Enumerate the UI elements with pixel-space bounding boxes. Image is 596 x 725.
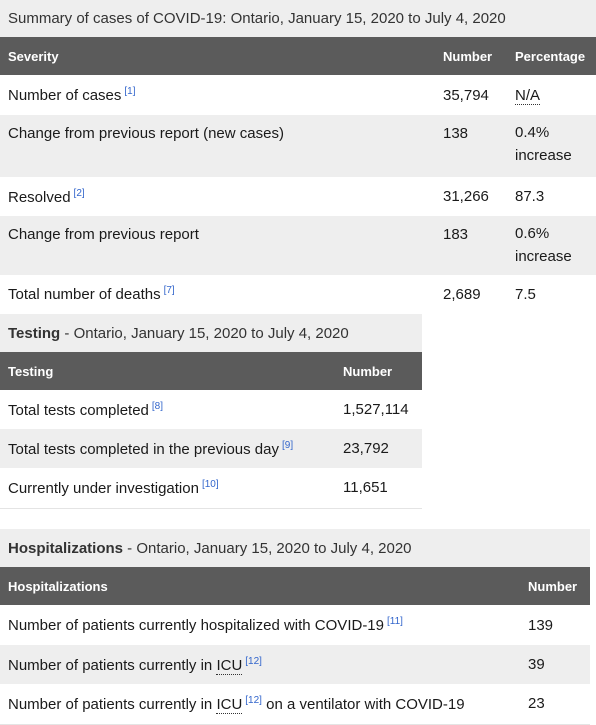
row-percentage: 0.6% increase (507, 216, 596, 275)
table-row: Currently under investigation [10] 11,651 (0, 468, 422, 508)
row-number: 11,651 (343, 479, 388, 497)
table-row: Number of patients currently in ICU [12] … (0, 684, 590, 724)
table-row: Resolved [2] 31,266 87.3 (0, 177, 596, 216)
summary-table: Severity Number Percentage Number of cas… (0, 37, 596, 313)
severity-header: Severity (0, 37, 435, 75)
summary-caption: Summary of cases of COVID-19: Ontario, J… (0, 0, 596, 37)
summary-header-row: Severity Number Percentage (0, 37, 596, 75)
hospitalizations-caption: Hospitalizations - Ontario, January 15, … (0, 529, 590, 567)
testing-caption-text: - Ontario, January 15, 2020 to July 4, 2… (60, 324, 349, 342)
number-header: Number (435, 37, 507, 75)
row-number: 39 (520, 645, 590, 684)
row-label: Total tests completed [8] (8, 400, 164, 419)
row-label: Total tests completed in the previous da… (0, 429, 335, 468)
number-header: Number (335, 352, 422, 390)
row-percentage: N/A (507, 75, 596, 115)
row-number: 23 (528, 695, 545, 713)
row-percentage: 7.5 (515, 285, 536, 303)
row-number: 139 (528, 616, 554, 634)
table-row: Change from previous report (new cases) … (0, 115, 596, 177)
table-row: Total tests completed in the previous da… (0, 429, 422, 468)
reference-link[interactable]: [9] (281, 439, 294, 451)
row-number: 1,527,114 (343, 401, 409, 418)
row-label: Resolved [2] (8, 187, 85, 206)
row-number: 2,689 (443, 285, 481, 303)
testing-caption-bold: Testing (8, 324, 61, 342)
reference-link[interactable]: [2] (73, 187, 85, 199)
row-number: 35,794 (443, 86, 489, 104)
row-label: Number of patients currently hospitalize… (8, 616, 403, 634)
summary-caption-text: Summary of cases of COVID-19: Ontario, J… (8, 10, 506, 27)
row-label: Change from previous report (0, 216, 435, 275)
row-number: 31,266 (443, 188, 489, 205)
row-label: Number of cases [1] (8, 86, 136, 104)
reference-link[interactable]: [1] (124, 86, 136, 97)
reference-link[interactable]: [12] (245, 655, 262, 667)
hospitalizations-header: Hospitalizations (0, 567, 520, 605)
table-row: Number of patients currently hospitalize… (0, 605, 590, 645)
reference-link[interactable]: [11] (387, 616, 403, 627)
row-label: Change from previous report (new cases) (0, 115, 435, 177)
percentage-header: Percentage (507, 37, 596, 75)
number-header: Number (520, 567, 590, 605)
hospitalizations-caption-text: - Ontario, January 15, 2020 to July 4, 2… (123, 539, 412, 557)
testing-header: Testing (0, 352, 335, 390)
table-row: Total number of deaths [7] 2,689 7.5 (0, 275, 596, 313)
row-percentage: 87.3 (515, 188, 545, 205)
table-row: Number of cases [1] 35,794 N/A (0, 75, 596, 115)
testing-header-row: Testing Number (0, 352, 422, 390)
row-percentage: 0.4% increase (507, 115, 596, 177)
row-number: 23,792 (335, 429, 422, 468)
table-row: Number of patients currently in ICU [12] … (0, 645, 590, 684)
reference-link[interactable]: [8] (151, 400, 164, 412)
testing-caption: Testing - Ontario, January 15, 2020 to J… (0, 314, 422, 352)
hospitalizations-header-row: Hospitalizations Number (0, 567, 590, 605)
reference-link[interactable]: [7] (163, 285, 175, 296)
hospitalizations-table: Hospitalizations Number Number of patien… (0, 567, 590, 725)
row-number: 138 (435, 115, 507, 177)
na-abbreviation[interactable]: N/A (515, 86, 541, 105)
row-label: Currently under investigation [10] (8, 478, 219, 497)
reference-link[interactable]: [12] (245, 694, 262, 706)
row-label: Number of patients currently in ICU [12] … (8, 694, 465, 714)
reference-link[interactable]: [10] (201, 478, 219, 490)
hospitalizations-caption-bold: Hospitalizations (8, 539, 124, 557)
testing-table: Testing Number Total tests completed [8] … (0, 352, 422, 509)
table-row: Change from previous report 183 0.6% inc… (0, 216, 596, 275)
table-row: Total tests completed [8] 1,527,114 (0, 390, 422, 429)
icu-abbreviation[interactable]: ICU (216, 695, 243, 714)
row-number: 183 (435, 216, 507, 275)
row-label: Number of patients currently in ICU [12] (0, 645, 520, 684)
row-label: Total number of deaths [7] (8, 285, 175, 303)
icu-abbreviation[interactable]: ICU (216, 656, 243, 675)
